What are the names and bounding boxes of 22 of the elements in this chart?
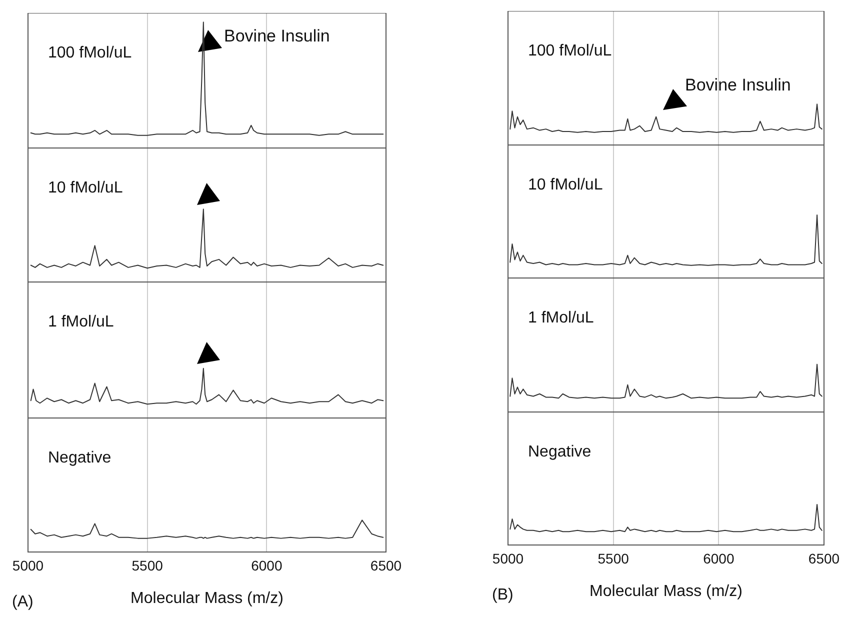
text: 1 fMol/uL bbox=[48, 313, 114, 330]
x-tick-label: 6000 bbox=[703, 550, 734, 566]
x-tick-label: 6000 bbox=[251, 557, 282, 574]
x-tick-label: 5000 bbox=[12, 557, 44, 574]
text: Bovine Insulin bbox=[685, 76, 791, 95]
x-axis-title: Molecular Mass (m/z) bbox=[130, 590, 284, 607]
x-tick-label: 5500 bbox=[132, 557, 164, 574]
annotation: Bovine Insulin bbox=[224, 26, 330, 46]
x-tick-label: 5000 bbox=[492, 550, 524, 566]
text: Negative bbox=[48, 449, 112, 466]
text: 1 fMol/uL bbox=[528, 309, 594, 326]
text: 100 fMol/uL bbox=[528, 42, 612, 60]
annotation: 100 fMol/uL bbox=[48, 44, 132, 62]
text: 10 fMol/uL bbox=[48, 179, 123, 196]
x-tick-label: 5500 bbox=[598, 550, 630, 566]
x-axis-title: Molecular Mass (m/z) bbox=[590, 582, 742, 600]
x-tick-label: 6500 bbox=[370, 557, 402, 574]
text: (B) bbox=[492, 586, 514, 604]
x-tick-label: 6500 bbox=[808, 550, 840, 566]
text: (A) bbox=[12, 593, 34, 610]
text: Negative bbox=[528, 443, 592, 460]
text: 10 fMol/uL bbox=[528, 176, 603, 194]
